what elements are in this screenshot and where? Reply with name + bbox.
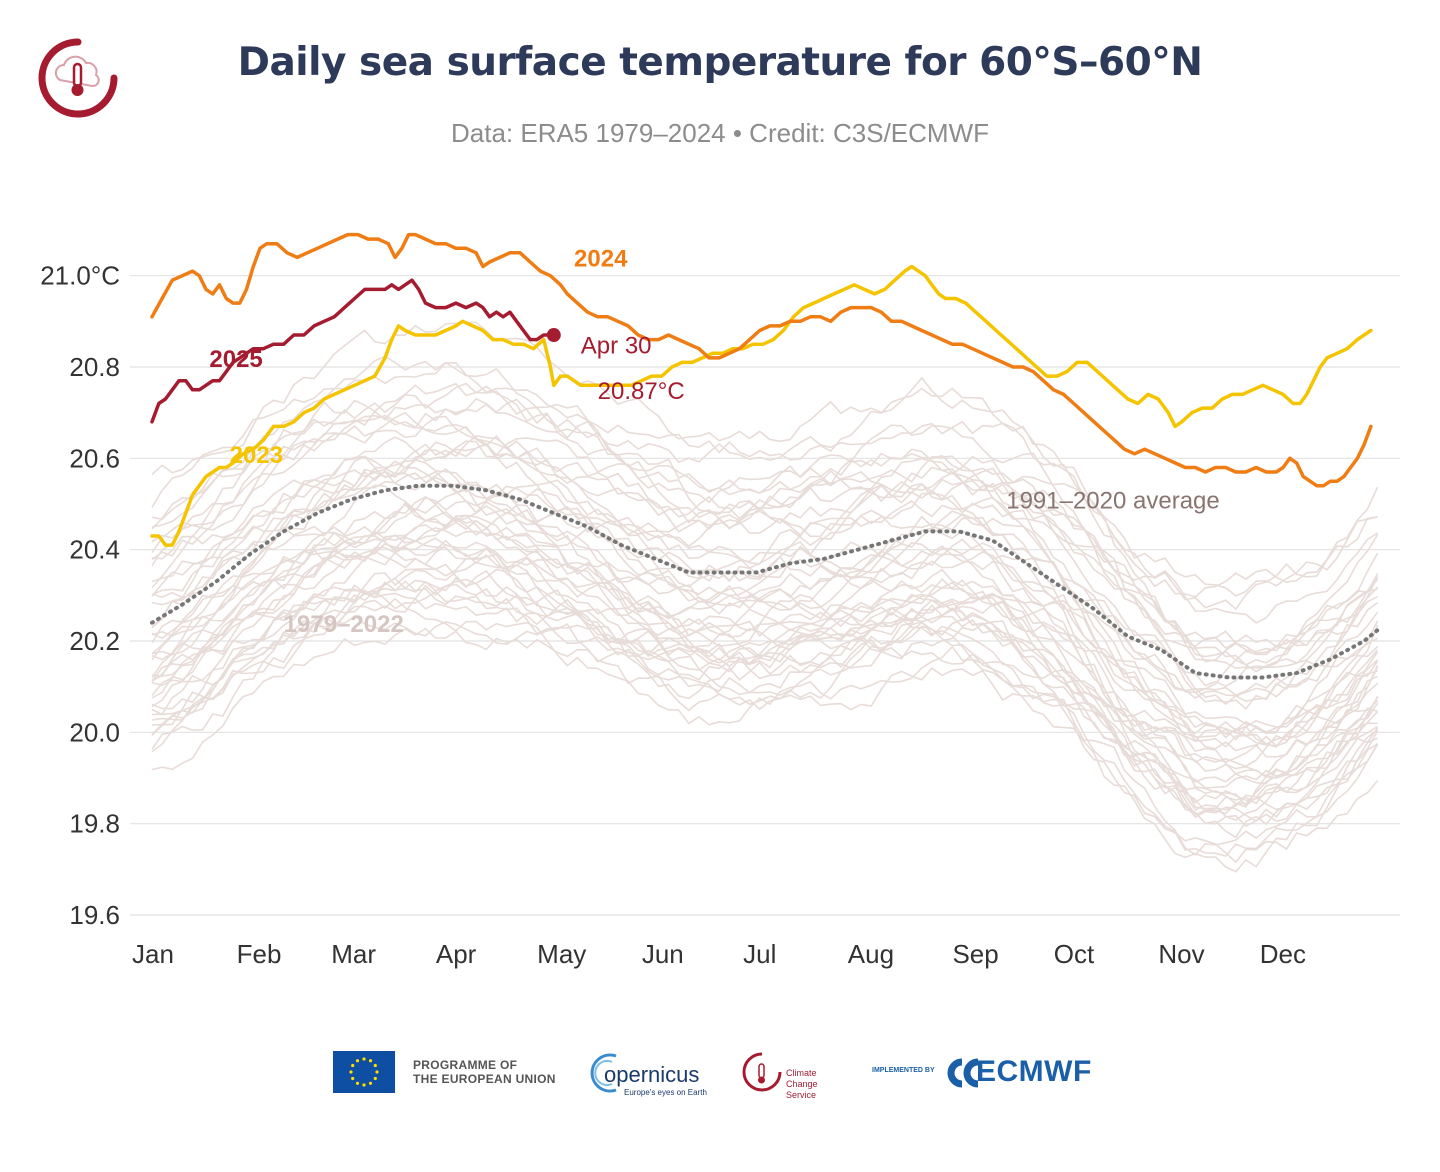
past-year-line <box>151 355 1378 597</box>
copernicus-tagline: Europe's eyes on Earth <box>624 1088 707 1097</box>
copernicus-logo: opernicus Europe's eyes on Earth <box>586 1048 716 1098</box>
past-year-line <box>151 467 1379 748</box>
past-year-line <box>151 597 1378 858</box>
past-year-line <box>151 502 1379 738</box>
c3s-small-icon <box>742 1052 782 1092</box>
eu-star <box>368 1059 373 1063</box>
y-tick-label: 21.0°C <box>40 261 120 291</box>
c3s-line-1: Climate <box>786 1068 817 1078</box>
latest-value-marker <box>546 328 561 343</box>
eu-star <box>351 1063 355 1068</box>
footer-logos: PROGRAMME OF THE EUROPEAN UNION opernicu… <box>0 1040 1440 1110</box>
series-line-2025 <box>150 278 556 424</box>
c3s-footer-text: Climate Change Service <box>786 1068 850 1101</box>
x-tick-label: Mar <box>331 939 376 969</box>
eu-star <box>355 1081 360 1085</box>
y-tick-label: 19.8 <box>69 809 120 839</box>
x-tick-label: May <box>537 939 586 969</box>
eu-star <box>373 1063 377 1068</box>
past-year-line <box>151 435 1378 662</box>
ecmwf-mark-icon <box>947 1058 979 1088</box>
series-line-2023 <box>150 264 1373 547</box>
past-year-line <box>151 397 1379 624</box>
x-tick-label: Oct <box>1054 939 1095 969</box>
x-tick-label: Nov <box>1158 939 1204 969</box>
eu-star <box>373 1076 377 1081</box>
past-year-line <box>151 442 1379 703</box>
past-year-line <box>151 516 1378 785</box>
eu-star <box>349 1070 353 1074</box>
past-year-line <box>151 539 1379 811</box>
y-tick-label: 20.2 <box>69 626 120 656</box>
c3s-footer-logo: Climate Change Service <box>740 1048 850 1101</box>
annotation-label: 2025 <box>209 346 262 373</box>
past-year-line <box>151 597 1379 864</box>
y-tick-label: 20.8 <box>69 352 120 382</box>
eu-line-2: THE EUROPEAN UNION <box>413 1072 556 1086</box>
eu-star <box>375 1070 379 1074</box>
past-year-line <box>151 514 1379 783</box>
sst-line-chart: 19.6 19.8 20.0 20.2 20.4 20.6 20.8 21.0°C Jan Feb… <box>40 232 1400 969</box>
chart-title: Daily sea surface temperature for 60°S–6… <box>237 40 1203 85</box>
x-tick-label: Jan <box>132 939 174 969</box>
past-year-line <box>151 503 1379 745</box>
x-tick-label: Aug <box>848 939 894 969</box>
annotation-label: Apr 30 <box>581 332 652 359</box>
annotation-label: 1979–2022 <box>284 611 404 638</box>
eu-star <box>362 1057 366 1061</box>
chart-subtitle: Data: ERA5 1979–2024 • Credit: C3S/ECMWF <box>450 118 989 148</box>
past-year-line <box>151 615 1379 873</box>
eu-line-1: PROGRAMME OF <box>413 1058 518 1072</box>
past-year-line <box>151 563 1379 807</box>
past-year-line <box>151 382 1379 650</box>
eu-star <box>355 1059 360 1063</box>
x-tick-label: Jun <box>642 939 684 969</box>
past-year-line <box>151 580 1379 804</box>
past-year-line <box>151 321 1379 598</box>
x-tick-label: Jul <box>743 939 776 969</box>
past-year-line <box>151 627 1379 856</box>
y-tick-label: 20.4 <box>69 535 120 565</box>
x-tick-label: Apr <box>436 939 477 969</box>
x-tick-label: Sep <box>952 939 998 969</box>
x-tick-label: Feb <box>237 939 282 969</box>
series-line-2024 <box>150 232 1373 488</box>
past-year-line <box>151 470 1378 741</box>
annotation-label: 1991–2020 average <box>1006 488 1220 515</box>
c3s-logo-icon <box>38 38 118 118</box>
implemented-by-text: IMPLEMENTED BY <box>872 1067 935 1074</box>
eu-star <box>351 1076 355 1081</box>
copernicus-c-icon <box>590 1053 617 1093</box>
past-year-line <box>151 578 1378 815</box>
past-year-line <box>151 541 1379 758</box>
ecmwf-wordmark: ECMWF <box>976 1055 1092 1088</box>
eu-flag-icon <box>333 1051 395 1093</box>
past-year-line <box>151 382 1379 673</box>
c3s-line-2: Change Service <box>786 1079 818 1100</box>
annotation-label: 2023 <box>230 442 283 469</box>
eu-programme-text: PROGRAMME OF THE EUROPEAN UNION <box>413 1058 556 1086</box>
x-tick-label: Dec <box>1260 939 1306 969</box>
past-year-line <box>151 361 1378 611</box>
past-year-line <box>151 484 1379 742</box>
past-year-line <box>151 411 1379 688</box>
past-year-line <box>151 583 1379 839</box>
y-tick-label: 20.6 <box>69 443 120 473</box>
eu-star <box>368 1081 373 1085</box>
eu-star <box>362 1083 366 1087</box>
past-year-line <box>151 536 1379 816</box>
annotation-label: 20.87°C <box>598 378 685 405</box>
past-year-line <box>151 590 1379 827</box>
annotation-label: 2024 <box>574 246 628 273</box>
past-year-line <box>151 503 1379 768</box>
y-tick-label: 19.6 <box>69 900 120 930</box>
ecmwf-logo: IMPLEMENTED BY ECMWF <box>870 1052 1120 1092</box>
copernicus-wordmark: opernicus <box>604 1062 700 1087</box>
y-tick-label: 20.0 <box>69 717 120 747</box>
